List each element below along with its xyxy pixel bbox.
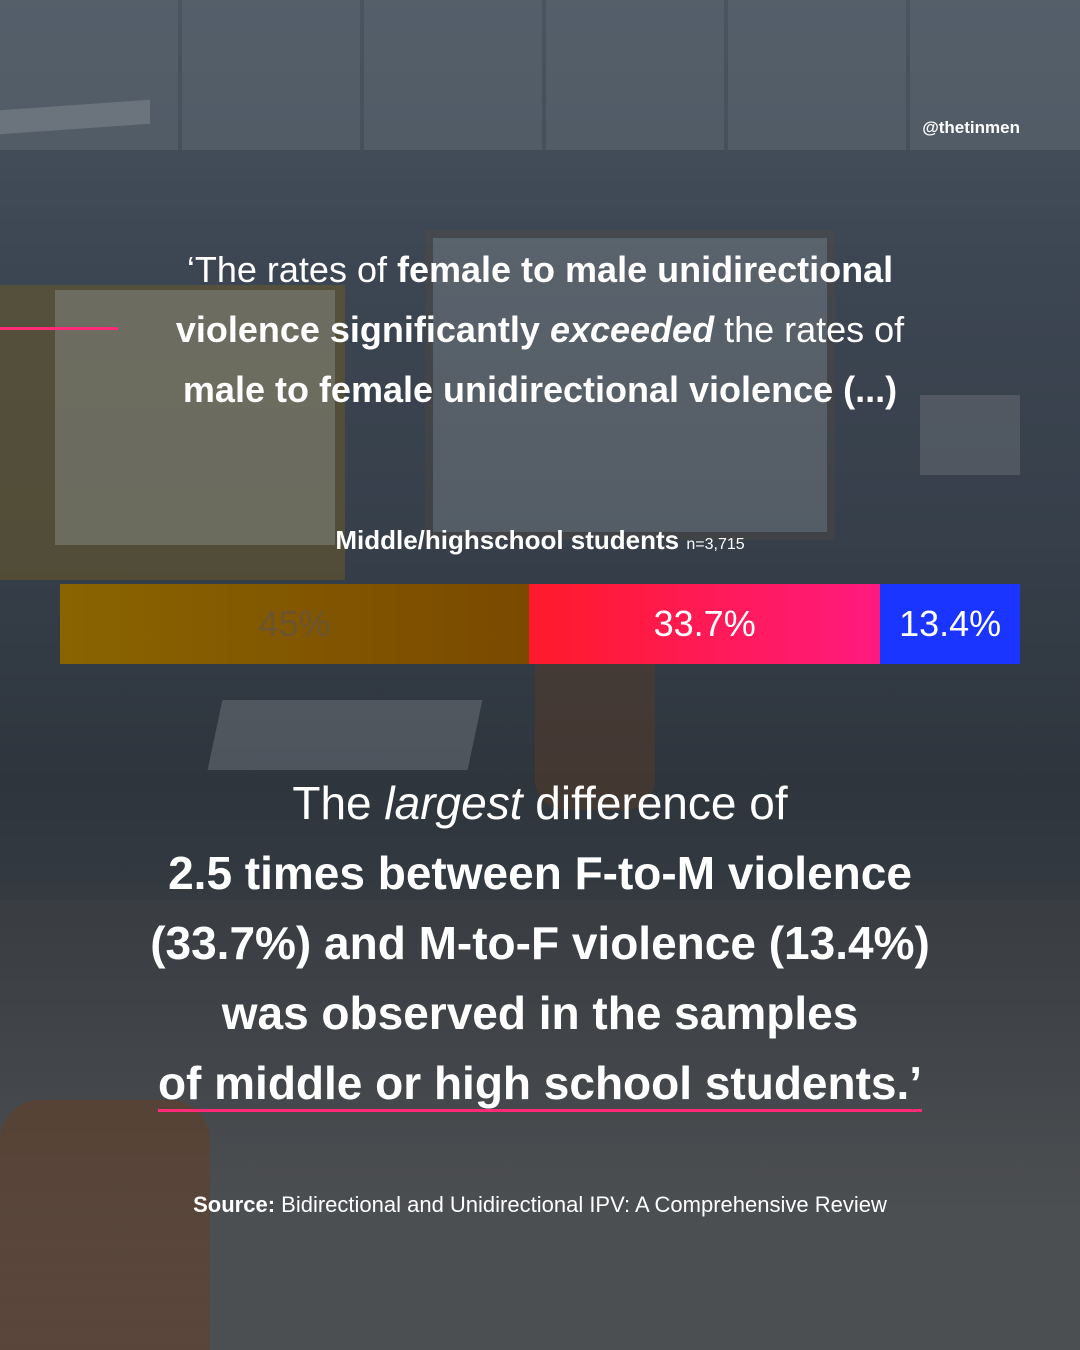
conclusion-line-1a: The [292,777,385,829]
quote-line-2c: the rates of [714,309,905,350]
conclusion-line-1c: difference of [522,777,788,829]
conclusion-line-2: 2.5 times between F-to-M violence [168,847,912,899]
chart-sample-size: n=3,715 [686,536,745,553]
stacked-bar: 45% 33.7% 13.4% [60,584,1020,664]
conclusion-line-5: of middle or high school students.’ [157,1057,923,1109]
conclusion-line-3: (33.7%) and M-to-F violence (13.4%) [150,917,930,969]
conclusion-text: The largest difference of 2.5 times betw… [60,768,1020,1118]
quote-line-1b: female to male unidirectional [396,249,894,290]
desk [207,700,483,770]
quote-line-2a: violence significantly [175,309,550,350]
source-citation: Source: Bidirectional and Unidirectional… [0,1192,1080,1218]
bar-label-female-to-male: 33.7% [653,603,756,644]
quote-line-1a: ‘The rates of [186,249,397,290]
chart-title: Middle/highschool students [335,525,680,555]
quote-line-2b: exceeded [549,309,715,350]
chart-title-row: Middle/highschool students n=3,715 [0,525,1080,556]
bar-label-bidirectional: 45% [258,603,331,644]
wall-panel [920,395,1020,475]
bar-segment-bidirectional: 45% [60,584,530,664]
source-text: Bidirectional and Unidirectional IPV: A … [275,1192,887,1217]
accent-line [0,327,118,330]
conclusion-line-4: was observed in the samples [221,987,859,1039]
bar-segment-male-to-female: 13.4% [880,584,1020,664]
bar-label-male-to-female: 13.4% [899,603,1002,644]
floor [0,900,1080,1350]
chair-foreground [0,1100,210,1350]
bulletin-board [0,285,345,580]
account-handle: @thetinmen [922,118,1020,137]
quote-line-3: male to female unidirectional violence (… [182,369,898,410]
wall-map-left [55,290,335,545]
wall-map-right [425,230,835,540]
conclusion-line-1b: largest [384,777,523,829]
chair [535,640,655,810]
quote-text: ‘The rates of female to male unidirectio… [60,240,1020,420]
bar-segment-female-to-male: 33.7% [529,584,881,664]
source-label: Source: [193,1192,276,1217]
ceiling-backdrop [0,0,1080,150]
